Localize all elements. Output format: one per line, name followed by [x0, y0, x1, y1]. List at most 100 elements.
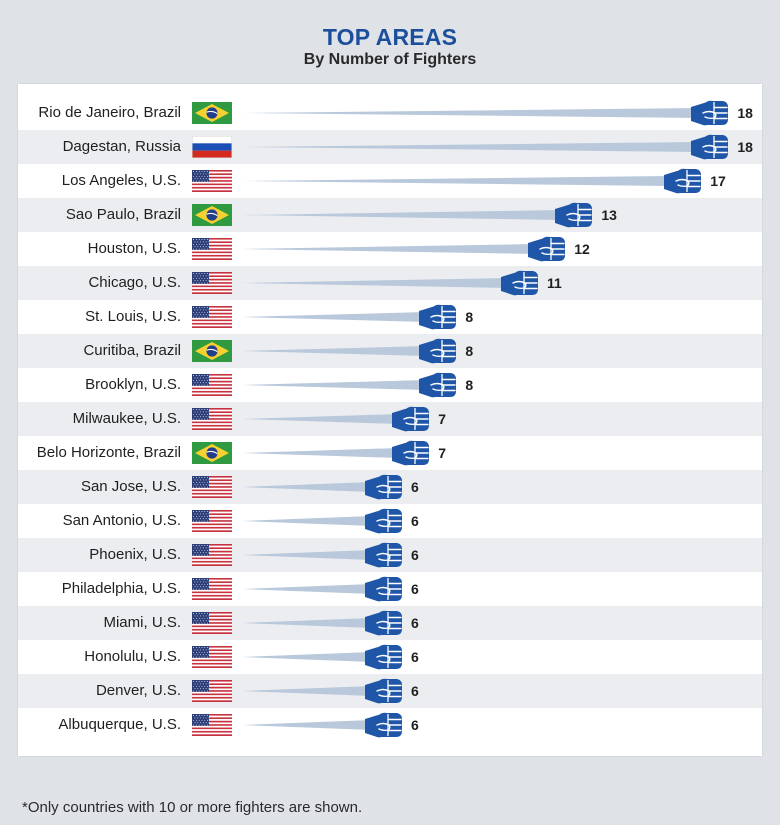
bar-row: Miami, U.S. 6: [18, 606, 762, 640]
value-label: 6: [411, 717, 419, 733]
bar-trail: [242, 210, 563, 220]
bar-trail: [242, 380, 427, 390]
value-label: 8: [465, 309, 474, 325]
bar-row: Albuquerque, U.S. 6: [18, 708, 762, 742]
bar-trail: [242, 346, 427, 356]
fist-icon: [365, 576, 402, 602]
category-label: Milwaukee, U.S.: [72, 410, 181, 427]
category-label: Albuquerque, U.S.: [58, 716, 181, 733]
category-label: San Antonio, U.S.: [62, 512, 181, 529]
value-label: 7: [438, 411, 446, 427]
category-label: Miami, U.S.: [103, 614, 181, 631]
bar-trail: [242, 686, 372, 696]
brazil-flag: [192, 340, 232, 362]
bar-row: Belo Horizonte, Brazil 7: [18, 436, 762, 470]
fist-icon: [365, 644, 402, 670]
category-label: St. Louis, U.S.: [85, 308, 181, 325]
fist-icon: [365, 610, 402, 636]
value-label: 8: [465, 377, 474, 393]
bar-row: San Jose, U.S. 6: [18, 470, 762, 504]
fist-icon: [664, 168, 702, 194]
value-label: 18: [737, 139, 753, 155]
bar-trail: [242, 652, 372, 662]
usa-flag: [192, 544, 232, 566]
usa-flag: [192, 408, 232, 430]
bar-row: Honolulu, U.S. 6: [18, 640, 762, 674]
bar-trail: [242, 448, 400, 458]
bar-trail: [242, 244, 536, 254]
usa-flag: [192, 680, 232, 702]
chart-panel: Rio de Janeiro, Brazil 18 Dagestan, Russia…: [18, 84, 762, 756]
fist-icon: [365, 474, 402, 500]
fist-icon: [392, 406, 430, 432]
value-label: 18: [737, 105, 753, 121]
category-label: Belo Horizonte, Brazil: [36, 444, 181, 461]
bar-row: Los Angeles, U.S. 17: [18, 164, 762, 198]
value-label: 17: [710, 173, 726, 189]
bar-trail: [242, 142, 699, 152]
category-label: Chicago, U.S.: [88, 274, 181, 291]
fist-icon: [419, 338, 457, 364]
fist-icon: [691, 134, 729, 160]
usa-flag: [192, 238, 232, 260]
bar-row: Philadelphia, U.S. 6: [18, 572, 762, 606]
category-label: Denver, U.S.: [95, 682, 181, 699]
usa-flag: [192, 306, 232, 328]
fist-icon: [365, 508, 402, 534]
usa-flag: [192, 510, 232, 532]
value-label: 13: [601, 207, 617, 223]
usa-flag: [192, 714, 232, 736]
bar-trail: [242, 618, 372, 628]
value-label: 6: [411, 615, 419, 631]
bar-row: Denver, U.S. 6: [18, 674, 762, 708]
bar-trail: [242, 312, 427, 322]
value-label: 6: [411, 547, 419, 563]
bar-row: Rio de Janeiro, Brazil 18: [18, 96, 762, 130]
fist-icon: [392, 440, 430, 466]
category-label: Los Angeles, U.S.: [61, 172, 181, 189]
value-label: 6: [411, 479, 419, 495]
chart-subtitle: By Number of Fighters: [303, 51, 477, 68]
category-label: Brooklyn, U.S.: [85, 376, 181, 393]
chart-title: TOP AREAS: [322, 24, 458, 50]
bar-trail: [242, 108, 699, 118]
usa-flag: [192, 476, 232, 498]
usa-flag: [192, 612, 232, 634]
bar-row: Milwaukee, U.S. 7: [18, 402, 762, 436]
bar-row: Sao Paulo, Brazil 13: [18, 198, 762, 232]
bar-trail: [242, 516, 372, 526]
value-label: 6: [411, 581, 419, 597]
fist-icon: [501, 270, 538, 296]
fist-icon: [555, 202, 593, 228]
usa-flag: [192, 374, 232, 396]
fist-icon: [419, 372, 457, 398]
bar-trail: [242, 584, 372, 594]
brazil-flag: [192, 102, 232, 124]
fist-icon: [365, 678, 402, 704]
value-label: 12: [574, 241, 590, 257]
bar-row: Curitiba, Brazil 8: [18, 334, 762, 368]
category-label: Honolulu, U.S.: [84, 648, 181, 665]
category-label: Rio de Janeiro, Brazil: [38, 104, 181, 121]
bar-row: Dagestan, Russia 18: [18, 130, 762, 164]
bar-trail: [242, 720, 372, 730]
bar-trail: [242, 176, 672, 186]
category-label: Sao Paulo, Brazil: [65, 206, 181, 223]
usa-flag: [192, 170, 232, 192]
category-label: Dagestan, Russia: [62, 138, 181, 155]
usa-flag: [192, 272, 232, 294]
category-label: San Jose, U.S.: [80, 478, 181, 495]
bar-row: Chicago, U.S. 11: [18, 266, 762, 300]
bar-trail: [242, 482, 372, 492]
value-label: 6: [411, 513, 419, 529]
category-label: Curitiba, Brazil: [83, 342, 181, 359]
fist-icon: [365, 542, 402, 568]
value-label: 11: [547, 275, 562, 291]
bar-row: Brooklyn, U.S. 8: [18, 368, 762, 402]
value-label: 7: [438, 445, 446, 461]
bar-row: St. Louis, U.S. 8: [18, 300, 762, 334]
category-label: Houston, U.S.: [87, 240, 181, 257]
bar-trail: [242, 550, 372, 560]
russia-flag: [192, 136, 232, 158]
category-label: Philadelphia, U.S.: [61, 580, 181, 597]
